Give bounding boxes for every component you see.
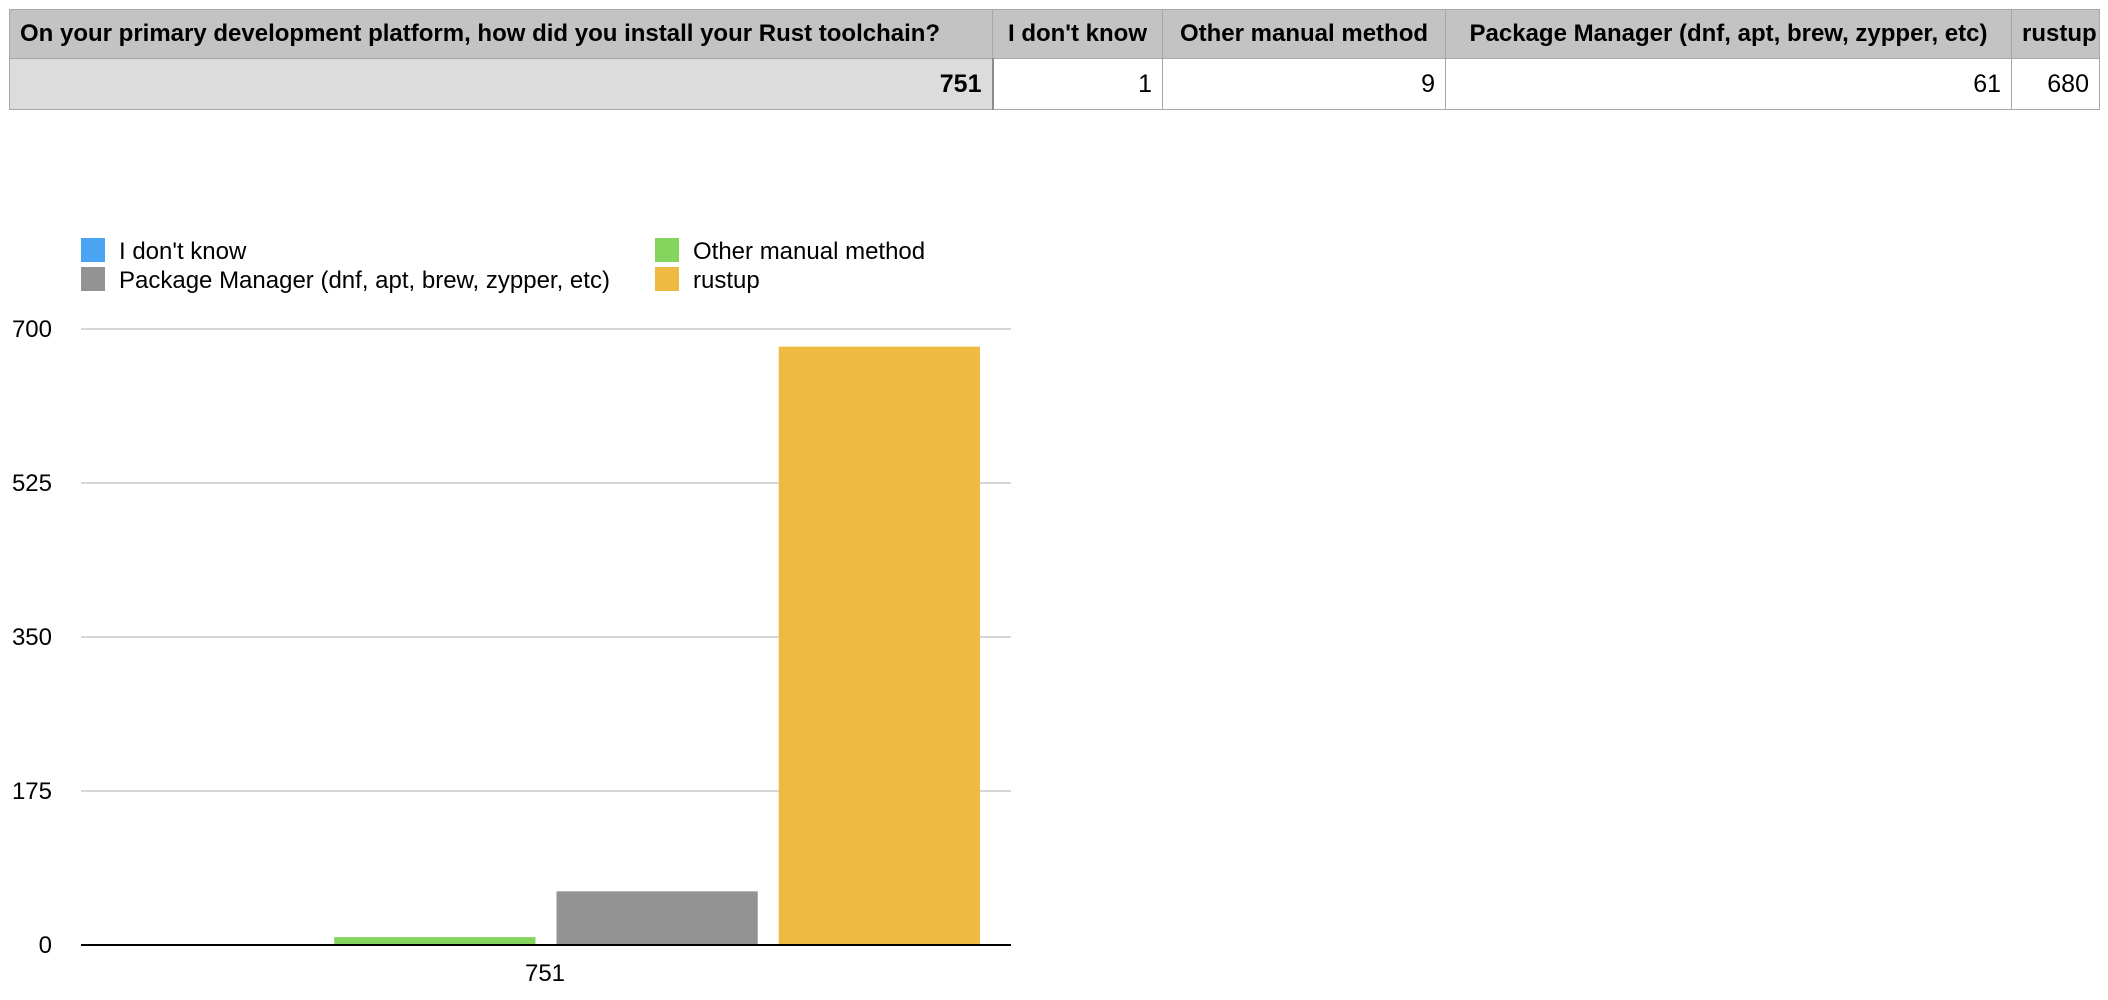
y-tick-label-175: 175: [12, 778, 52, 805]
cell-package-manager: 61: [1445, 58, 2012, 110]
legend-label-i-don-t-know: I don't know: [119, 238, 247, 265]
chart-bars: [112, 346, 980, 946]
y-tick-label-525: 525: [12, 470, 52, 497]
cell-other-manual: 9: [1162, 58, 1446, 110]
column-header-package-manager: Package Manager (dnf, apt, brew, zypper,…: [1445, 9, 2012, 59]
y-tick-label-0: 0: [39, 932, 52, 959]
legend-swatch-rustup: [655, 267, 679, 291]
y-tick-label-700: 700: [12, 316, 52, 343]
x-axis-ticks: 751: [525, 960, 565, 987]
y-tick-label-350: 350: [12, 624, 52, 651]
bar-other-manual-method: [334, 937, 536, 945]
column-header-dont-know: I don't know: [992, 9, 1163, 59]
question-header: On your primary development platform, ho…: [9, 9, 993, 59]
row-total-cell: 751: [9, 58, 994, 110]
legend-swatch-other-manual-method: [655, 238, 679, 262]
legend-label-package-manager-dnf-apt-brew-zypper-etc: Package Manager (dnf, apt, brew, zypper,…: [119, 267, 610, 294]
legend-label-other-manual-method: Other manual method: [693, 238, 925, 265]
legend-swatch-i-don-t-know: [81, 238, 105, 262]
table-header-row: On your primary development platform, ho…: [9, 9, 2100, 59]
bar-chart: I don't know Other manual method Package M…: [12, 238, 1011, 987]
data-table: On your primary development platform, ho…: [9, 9, 2100, 110]
column-header-other-manual: Other manual method: [1162, 9, 1446, 59]
x-tick-label-751: 751: [525, 960, 565, 987]
legend-label-rustup: rustup: [693, 267, 760, 294]
bar-package-manager-dnf-apt-brew-zypper-etc: [556, 891, 758, 945]
y-axis-ticks: 0 175 350 525 700: [12, 316, 52, 959]
cell-dont-know: 1: [992, 58, 1163, 110]
table-row: 751 1 9 61 680: [9, 58, 2100, 110]
legend-swatch-package-manager-dnf-apt-brew-zypper-etc: [81, 267, 105, 291]
bar-rustup: [778, 346, 980, 946]
cell-rustup: 680: [2011, 58, 2100, 110]
column-header-rustup: rustup: [2011, 9, 2100, 59]
chart-legend: I don't know Other manual method Package M…: [81, 238, 925, 294]
